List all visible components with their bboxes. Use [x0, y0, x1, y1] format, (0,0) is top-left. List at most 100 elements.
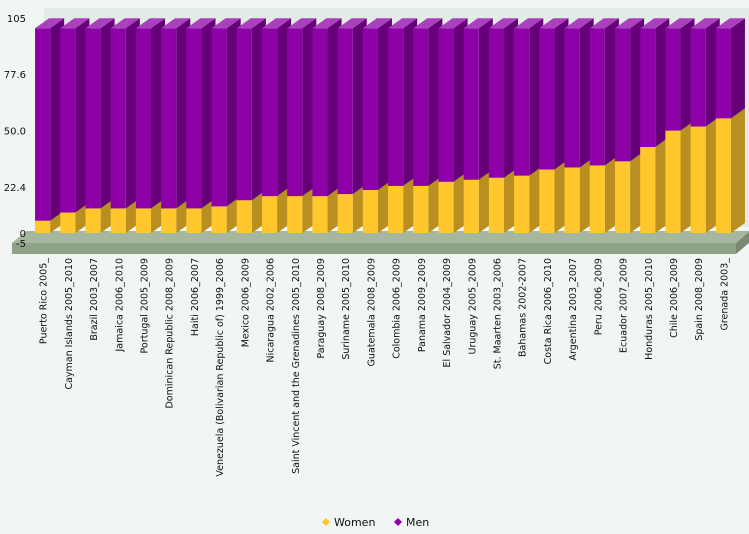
- bar-front-face: [690, 28, 706, 127]
- bar-men-15[interactable]: [413, 18, 443, 186]
- bar-top-face: [60, 18, 90, 29]
- x-category-label: Saint Vincent and the Grenadines 2005_20…: [291, 258, 302, 474]
- bar-front-face: [186, 28, 202, 209]
- bar-side-face: [730, 18, 745, 119]
- bar-front-face: [564, 167, 580, 233]
- bar-men-10[interactable]: [287, 18, 317, 197]
- bar-women-26[interactable]: [690, 116, 720, 233]
- bar-front-face: [110, 208, 126, 233]
- bar-women-24[interactable]: [640, 137, 670, 233]
- legend-item-women[interactable]: Women: [322, 516, 375, 529]
- x-category-label: Costa Rica 2006_2010: [543, 258, 554, 364]
- bar-front-face: [110, 28, 126, 209]
- x-category-label: Bahamas 2002-2007: [518, 258, 529, 357]
- y-tick-label: 77.6: [4, 70, 26, 81]
- bar-men-20[interactable]: [539, 18, 569, 170]
- bar-men-24[interactable]: [640, 18, 670, 147]
- bar-front-face: [287, 28, 303, 197]
- bar-front-face: [488, 28, 505, 178]
- bar-men-23[interactable]: [614, 18, 645, 162]
- bar-men-2[interactable]: [85, 18, 115, 209]
- bar-men-13[interactable]: [362, 18, 392, 190]
- bar-men-17[interactable]: [463, 18, 493, 180]
- bar-front-face: [413, 185, 429, 233]
- bar-front-face: [715, 118, 731, 233]
- bar-men-7[interactable]: [211, 18, 241, 207]
- x-category-label: Brazil 2003_2007: [89, 258, 100, 341]
- bar-men-6[interactable]: [186, 18, 216, 209]
- bar-top-face: [261, 18, 292, 29]
- legend-swatch: [322, 518, 330, 526]
- legend-swatch: [394, 518, 402, 526]
- x-axis-labels: Puerto Rico 2005_ Cayman Islands 2005_201…: [39, 258, 731, 477]
- x-category-label: Cayman Islands 2005_2010: [64, 258, 75, 390]
- legend-label: Women: [334, 516, 375, 529]
- y-tick-label: 105: [7, 14, 26, 25]
- bar-side-face: [730, 108, 745, 233]
- bar-front-face: [388, 185, 404, 233]
- bar-men-8[interactable]: [236, 18, 266, 201]
- bar-front-face: [589, 165, 605, 233]
- bar-front-face: [539, 28, 555, 170]
- bar-women-22[interactable]: [589, 155, 619, 233]
- bar-front-face: [85, 28, 101, 209]
- bar-front-face: [35, 220, 51, 233]
- x-category-label: Grenada 2003_: [719, 258, 730, 331]
- bar-men-12[interactable]: [337, 18, 367, 195]
- bar-women-25[interactable]: [665, 120, 695, 233]
- bar-top-face: [236, 18, 266, 29]
- bar-top-face: [161, 18, 191, 29]
- x-category-label: Chile 2006_2009: [669, 258, 680, 338]
- bar-women-27[interactable]: [715, 108, 745, 233]
- x-category-label: Puerto Rico 2005_: [39, 258, 50, 344]
- bar-men-4[interactable]: [135, 18, 166, 209]
- x-category-label: Uruguay 2005_2009: [467, 258, 478, 355]
- bar-men-9[interactable]: [261, 18, 292, 197]
- bar-front-face: [514, 28, 530, 176]
- bar-front-face: [312, 28, 328, 197]
- bar-men-14[interactable]: [388, 18, 418, 186]
- bar-front-face: [312, 196, 328, 233]
- bar-top-face: [514, 18, 544, 29]
- bar-top-face: [85, 18, 115, 29]
- bar-men-19[interactable]: [514, 18, 544, 176]
- bar-women-21[interactable]: [564, 157, 594, 233]
- bar-front-face: [287, 196, 303, 233]
- bar-front-face: [665, 28, 681, 131]
- x-category-label: Jamaica 2006_2010: [114, 258, 125, 353]
- bar-men-3[interactable]: [110, 18, 140, 209]
- bar-men-27[interactable]: [715, 18, 745, 119]
- bar-men-11[interactable]: [312, 18, 342, 197]
- bar-top-face: [110, 18, 140, 29]
- bar-women-19[interactable]: [514, 165, 544, 233]
- bar-men-5[interactable]: [161, 18, 191, 209]
- legend[interactable]: Women Men: [322, 516, 429, 529]
- bar-men-18[interactable]: [488, 18, 519, 178]
- bar-top-face: [362, 18, 392, 29]
- legend-item-men[interactable]: Men: [394, 516, 429, 529]
- x-category-label: Spain 2008_2009: [694, 258, 705, 341]
- x-category-label: Argentina 2003_2007: [568, 258, 579, 360]
- bar-men-26[interactable]: [690, 18, 720, 127]
- bar-top-face: [135, 18, 166, 29]
- bar-women-23[interactable]: [614, 151, 645, 233]
- bar-front-face: [236, 28, 252, 201]
- bar-front-face: [640, 147, 656, 233]
- legend-label: Men: [406, 516, 429, 529]
- x-category-label: Guatemala 2008_2009: [366, 258, 377, 366]
- bar-front-face: [438, 28, 454, 182]
- bar-front-face: [589, 28, 605, 166]
- bar-men-0[interactable]: [35, 18, 65, 221]
- bar-men-1[interactable]: [60, 18, 90, 213]
- bar-front-face: [463, 179, 479, 233]
- bar-men-16[interactable]: [438, 18, 468, 182]
- bar-top-face: [665, 18, 695, 29]
- bar-men-25[interactable]: [665, 18, 695, 131]
- x-category-label: Honduras 2005_2010: [644, 258, 655, 360]
- bar-top-face: [438, 18, 468, 29]
- bar-men-21[interactable]: [564, 18, 594, 168]
- bar-men-22[interactable]: [589, 18, 619, 166]
- x-category-label: Peru 2006_2009: [593, 258, 604, 335]
- floor-side: [736, 231, 749, 254]
- bar-women-20[interactable]: [539, 159, 569, 233]
